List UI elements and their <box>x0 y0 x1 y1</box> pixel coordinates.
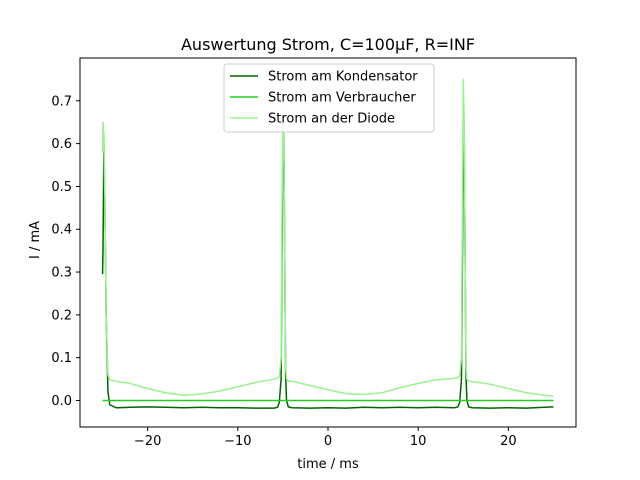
axes-layer: −20 −10 0 10 20 0.0 0.1 0.2 0.3 0.4 0.5 0.6 0.7 <box>51 57 577 449</box>
x-tick-label: 20 <box>500 434 517 449</box>
legend-box <box>223 63 435 133</box>
legend: Strom am Kondensator Strom am Verbraucher… <box>223 63 435 133</box>
y-tick-label: 0.1 <box>51 351 72 366</box>
y-tick-label: 0.4 <box>51 223 72 238</box>
y-tick-label: 0.0 <box>51 394 72 409</box>
x-tick-label: 10 <box>410 434 427 449</box>
legend-label: Strom am Kondensator <box>268 70 418 85</box>
y-tick-label: 0.6 <box>51 137 72 152</box>
legend-label: Strom an der Diode <box>268 112 395 127</box>
series-layer <box>101 78 554 409</box>
x-tick-label: −10 <box>224 434 251 449</box>
y-tick-label: 0.7 <box>51 94 72 109</box>
legend-label: Strom am Verbraucher <box>268 91 416 106</box>
x-tick-label: 0 <box>324 434 332 449</box>
y-tick-label: 0.3 <box>51 266 72 281</box>
series-line-3 <box>101 78 554 397</box>
x-tick-label: −20 <box>134 434 161 449</box>
y-tick-label: 0.2 <box>51 308 72 323</box>
chart-title: Auswertung Strom, C=100µF, R=INF <box>181 35 475 54</box>
y-tick-label: 0.5 <box>51 180 72 195</box>
y-axis-label: I / mA <box>28 221 43 259</box>
x-axis-label: time / ms <box>297 457 359 472</box>
